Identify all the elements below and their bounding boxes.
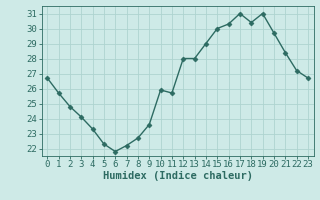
X-axis label: Humidex (Indice chaleur): Humidex (Indice chaleur) — [103, 171, 252, 181]
